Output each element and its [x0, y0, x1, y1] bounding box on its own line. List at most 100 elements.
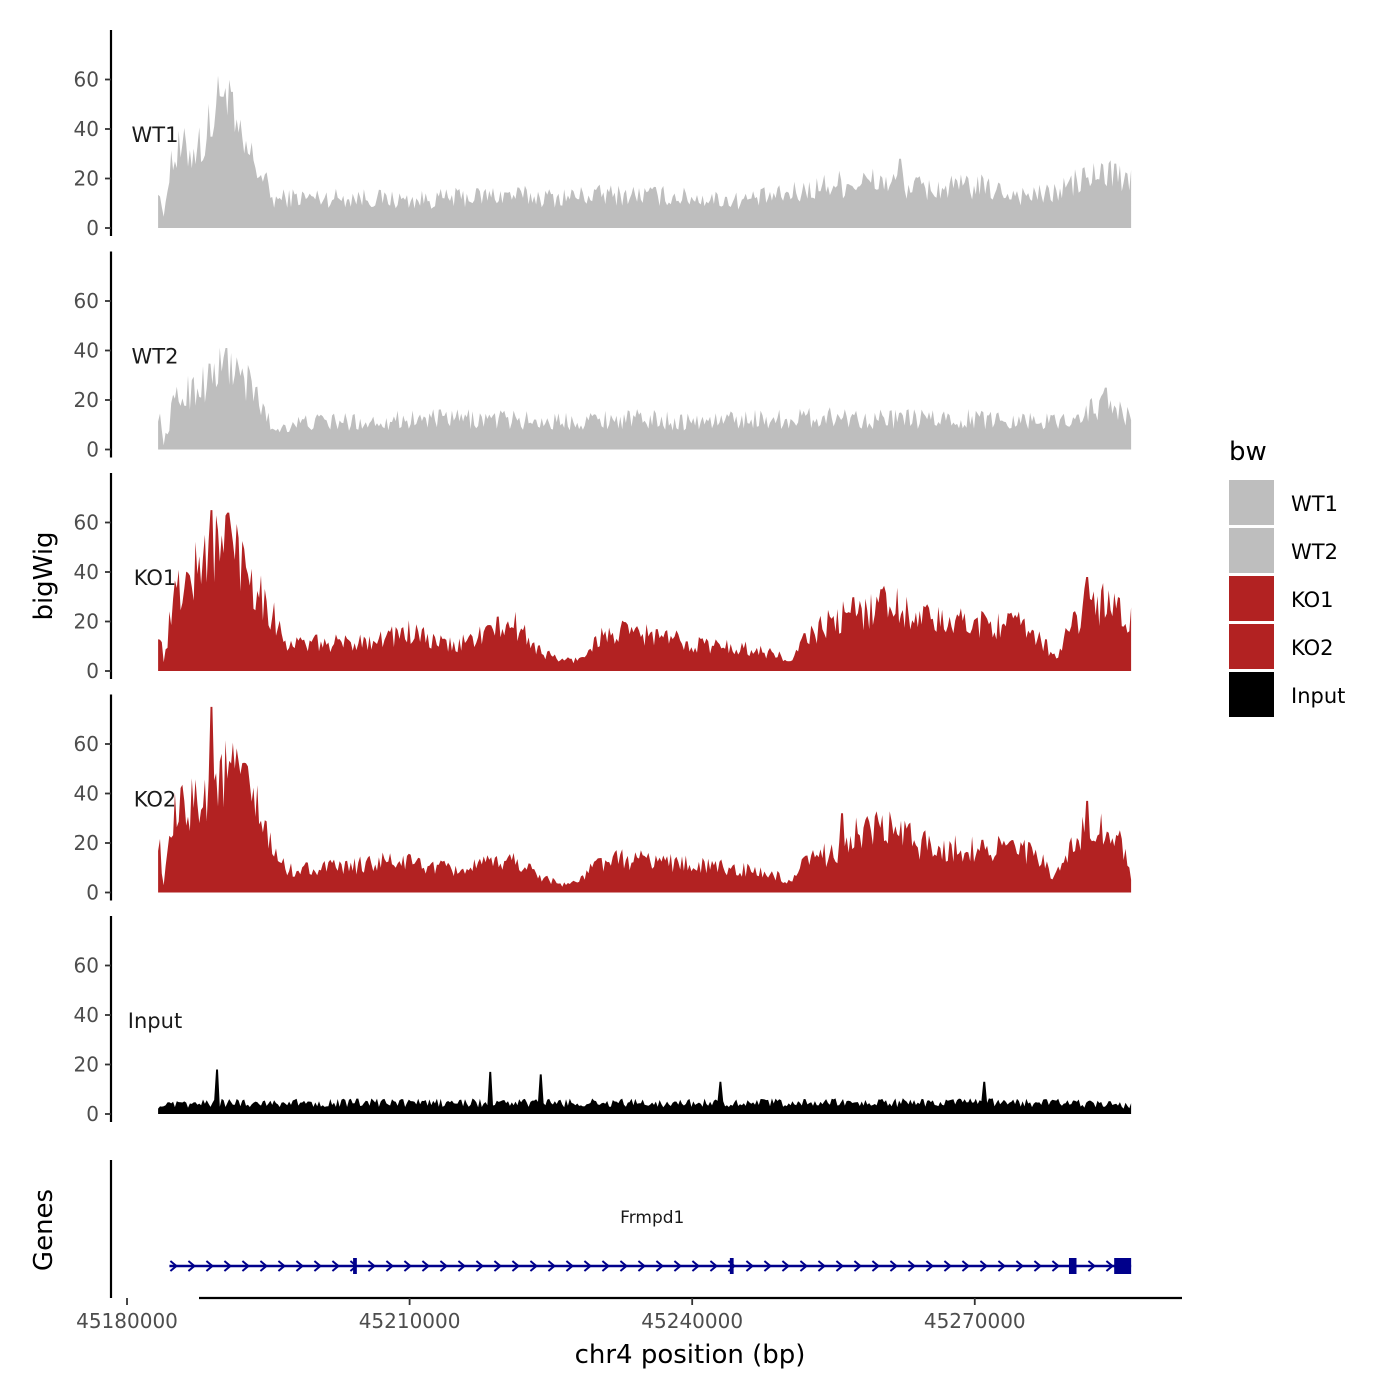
- y-tick-label: 20: [74, 388, 99, 412]
- strand-arrow: [1051, 1260, 1060, 1272]
- legend-swatch-input: [1229, 672, 1274, 717]
- strand-arrow: [691, 1260, 700, 1272]
- strand-arrow: [313, 1260, 322, 1272]
- strand-arrow: [295, 1260, 304, 1272]
- strand-arrow: [637, 1260, 646, 1272]
- y-tick-label: 20: [74, 831, 99, 855]
- strand-arrow: [511, 1260, 520, 1272]
- track-label: KO2: [134, 788, 177, 812]
- legend-label-ko2: KO2: [1291, 636, 1334, 660]
- y-tick-label: 40: [74, 117, 99, 141]
- strand-arrow: [331, 1260, 340, 1272]
- strand-arrow: [889, 1260, 898, 1272]
- track-wt1: 0 20 40 60 WT1: [74, 30, 1132, 240]
- strand-arrow: [385, 1260, 394, 1272]
- legend: bw WT1 WT2 KO1 KO2 Input: [1229, 437, 1345, 717]
- legend-label-input: Input: [1291, 684, 1345, 708]
- y-tick-label: 60: [74, 732, 99, 756]
- x-tick-label: 45210000: [359, 1309, 461, 1333]
- strand-arrow: [709, 1260, 718, 1272]
- strand-arrow: [1015, 1260, 1024, 1272]
- strand-arrow: [187, 1260, 196, 1272]
- strand-arrow: [673, 1260, 682, 1272]
- strand-arrow: [979, 1260, 988, 1272]
- strand-arrow: [745, 1260, 754, 1272]
- y-tick-label: 40: [74, 339, 99, 363]
- x-tick-label: 45240000: [641, 1309, 743, 1333]
- track-input: 0 20 40 60 Input: [74, 916, 1132, 1126]
- strand-arrow: [457, 1260, 466, 1272]
- signal-area-wt2: [158, 347, 1132, 450]
- y-tick-label: 0: [86, 438, 99, 462]
- exon: [1068, 1258, 1077, 1274]
- y-tick-label: 60: [74, 511, 99, 535]
- strand-arrow: [619, 1260, 628, 1272]
- strand-arrow: [925, 1260, 934, 1272]
- y-tick-label: 20: [74, 167, 99, 191]
- strand-arrow: [871, 1260, 880, 1272]
- signal-area-input: [158, 1069, 1132, 1114]
- y-tick-label: 40: [74, 1003, 99, 1027]
- strand-arrow: [547, 1260, 556, 1272]
- strand-arrow: [763, 1260, 772, 1272]
- gene-track: Frmpd1: [169, 1208, 1132, 1274]
- y-tick-label: 40: [74, 560, 99, 584]
- track-label: KO1: [134, 566, 177, 590]
- strand-arrow: [907, 1260, 916, 1272]
- track-ko2: 0 20 40 60 KO2: [74, 694, 1132, 905]
- y-tick-label: 0: [86, 216, 99, 240]
- legend-swatch-ko1: [1229, 576, 1274, 621]
- gene-panel: Genes Frmpd1: [29, 1160, 1132, 1298]
- signal-area-wt1: [158, 75, 1132, 228]
- legend-items: WT1 WT2 KO1 KO2 Input: [1229, 480, 1345, 717]
- strand-arrow: [799, 1260, 808, 1272]
- x-tick-label: 45180000: [76, 1309, 178, 1333]
- legend-title: bw: [1229, 437, 1267, 467]
- strand-arrow: [439, 1260, 448, 1272]
- legend-label-ko1: KO1: [1291, 588, 1334, 612]
- track-wt2: 0 20 40 60 WT2: [74, 251, 1132, 462]
- strand-arrow: [817, 1260, 826, 1272]
- legend-swatch-wt1: [1229, 480, 1274, 525]
- strand-arrow: [997, 1260, 1006, 1272]
- strand-arrow: [475, 1260, 484, 1272]
- strand-arrow: [493, 1260, 502, 1272]
- y-axis-title: bigWig: [29, 531, 59, 620]
- strand-arrow: [853, 1260, 862, 1272]
- strand-arrow: [655, 1260, 664, 1272]
- y-tick-label: 0: [86, 1102, 99, 1126]
- strand-arrow: [781, 1260, 790, 1272]
- genes-axis-title: Genes: [29, 1189, 59, 1271]
- x-axis: 45180000 45210000 45240000 45270000 chr4 po…: [76, 1296, 1182, 1370]
- strand-arrow: [1105, 1260, 1114, 1272]
- y-tick-label: 0: [86, 659, 99, 683]
- x-ticks: 45180000 45210000 45240000 45270000: [76, 1298, 1026, 1333]
- x-axis-title: chr4 position (bp): [575, 1340, 806, 1370]
- strand-arrow: [835, 1260, 844, 1272]
- strand-arrow: [223, 1260, 232, 1272]
- strand-arrow: [367, 1260, 376, 1272]
- strand-arrow: [277, 1260, 286, 1272]
- strand-arrow: [169, 1260, 178, 1272]
- y-tick-label: 60: [74, 68, 99, 92]
- strand-arrow: [1033, 1260, 1042, 1272]
- strand-arrow: [259, 1260, 268, 1272]
- signal-area-ko1: [158, 510, 1132, 671]
- track-ko1: 0 20 40 60 KO1: [74, 473, 1132, 683]
- strand-arrow: [943, 1260, 952, 1272]
- y-tick-label: 40: [74, 782, 99, 806]
- strand-arrow: [403, 1260, 412, 1272]
- strand-arrow: [529, 1260, 538, 1272]
- strand-arrow: [601, 1260, 610, 1272]
- track-label: Input: [128, 1009, 182, 1033]
- legend-swatch-wt2: [1229, 528, 1274, 573]
- signal-area-ko2: [158, 706, 1132, 893]
- strand-arrow: [583, 1260, 592, 1272]
- strand-arrow: [1087, 1260, 1096, 1272]
- track-label: WT1: [132, 123, 179, 147]
- legend-swatch-ko2: [1229, 624, 1274, 669]
- y-tick-label: 20: [74, 610, 99, 634]
- strand-arrow: [205, 1260, 214, 1272]
- y-tick-label: 60: [74, 954, 99, 978]
- exon: [353, 1258, 357, 1274]
